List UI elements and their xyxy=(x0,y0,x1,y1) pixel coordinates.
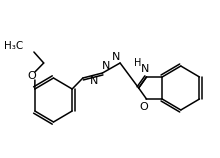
Text: H₃C: H₃C xyxy=(4,41,23,51)
Text: N: N xyxy=(102,61,111,71)
Text: N: N xyxy=(141,64,150,74)
Text: O: O xyxy=(28,71,36,81)
Text: N: N xyxy=(90,76,98,85)
Text: O: O xyxy=(139,102,148,112)
Text: H: H xyxy=(134,58,141,68)
Text: N: N xyxy=(112,52,120,62)
